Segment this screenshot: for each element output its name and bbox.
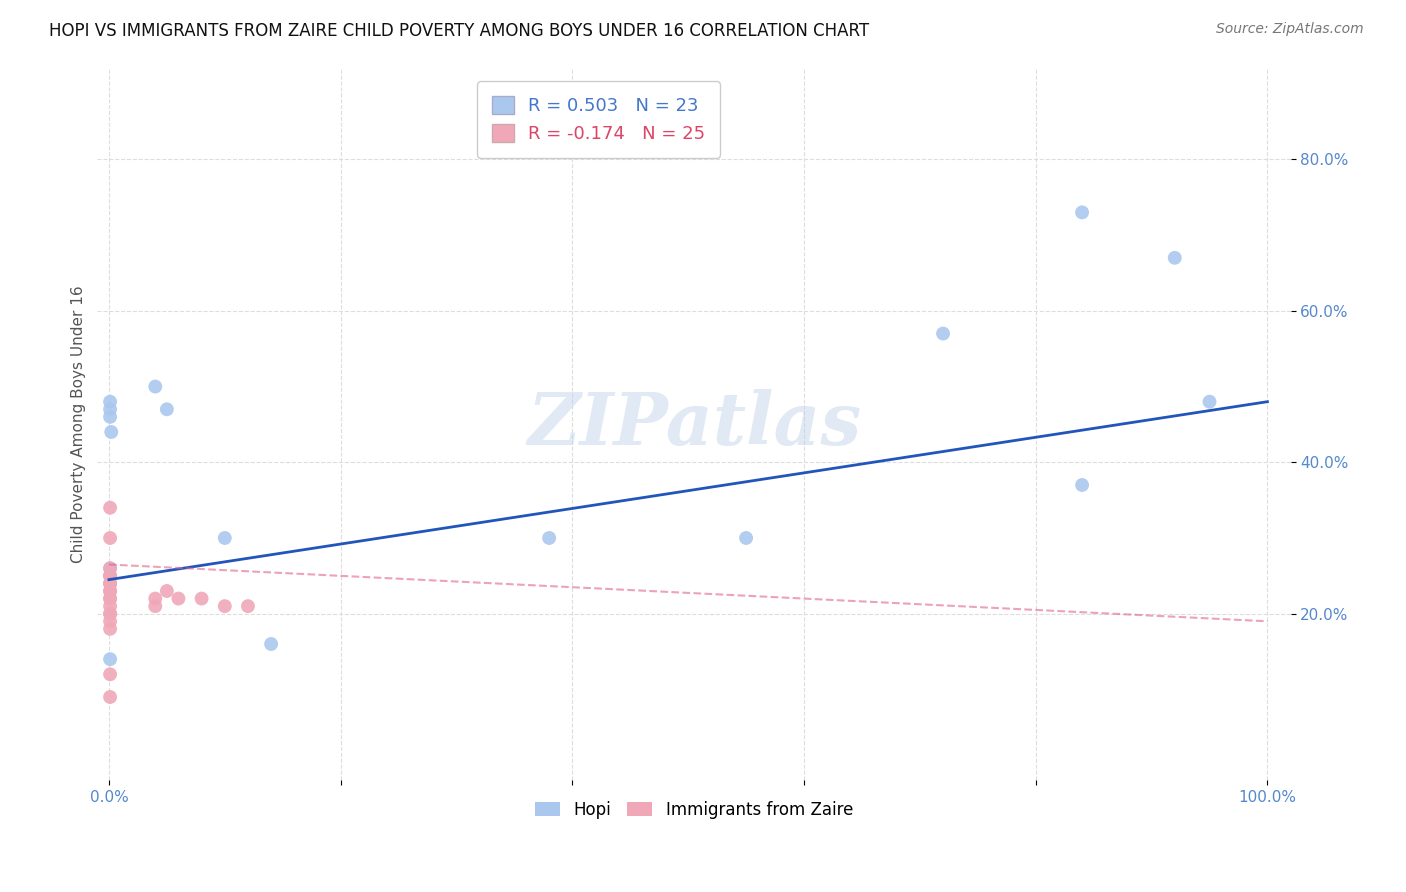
Point [98,615,121,629]
Point [1071,478,1094,492]
Point [538,531,561,545]
Point [1071,205,1094,219]
Point [98,576,121,591]
Point [156,584,179,599]
Point [98,531,121,545]
Point [236,599,259,614]
Point [98,690,121,704]
Point [98,591,121,606]
Point [214,599,236,614]
Point [98,561,121,575]
Point [214,531,236,545]
Point [98,599,121,614]
Point [98,569,121,583]
Legend: Hopi, Immigrants from Zaire: Hopi, Immigrants from Zaire [529,794,860,825]
Point [98,500,121,515]
Point [98,561,121,575]
Point [932,326,955,341]
Y-axis label: Child Poverty Among Boys Under 16: Child Poverty Among Boys Under 16 [72,285,86,563]
Point [98,584,121,599]
Point [98,409,121,424]
Point [143,591,166,606]
Point [98,607,121,621]
Point [98,622,121,636]
Point [98,652,121,666]
Point [1164,251,1187,265]
Point [98,576,121,591]
Point [1198,394,1220,409]
Point [735,531,758,545]
Text: Source: ZipAtlas.com: Source: ZipAtlas.com [1216,22,1364,37]
Point [98,591,121,606]
Point [98,584,121,599]
Point [190,591,212,606]
Point [98,402,121,417]
Point [98,569,121,583]
Point [98,394,121,409]
Point [260,637,283,651]
Point [143,599,166,614]
Point [98,607,121,621]
Point [98,667,121,681]
Point [98,576,121,591]
Point [167,591,190,606]
Text: HOPI VS IMMIGRANTS FROM ZAIRE CHILD POVERTY AMONG BOYS UNDER 16 CORRELATION CHAR: HOPI VS IMMIGRANTS FROM ZAIRE CHILD POVE… [49,22,869,40]
Point [100,425,122,439]
Point [156,402,179,417]
Text: ZIPatlas: ZIPatlas [527,389,860,460]
Point [143,379,166,393]
Point [98,569,121,583]
